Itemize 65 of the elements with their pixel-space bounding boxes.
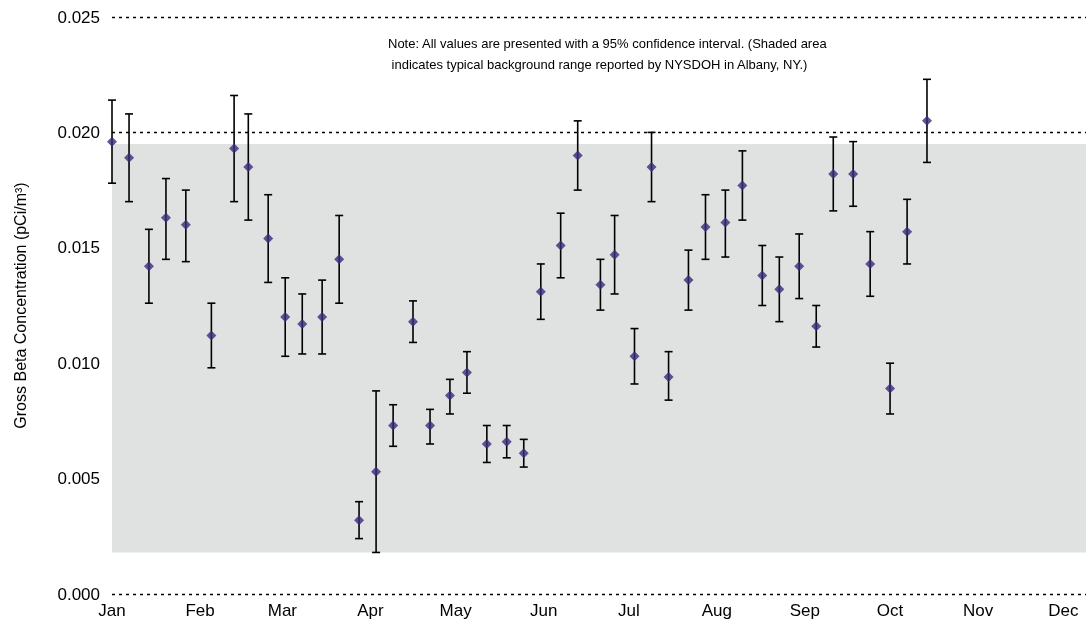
x-tick-label: Oct (876, 601, 904, 620)
point (143, 261, 154, 272)
point (794, 261, 805, 272)
point (263, 233, 274, 244)
y-tick-label: 0.005 (57, 469, 100, 489)
x-tick-label: Jun (529, 601, 558, 620)
point (461, 367, 472, 378)
point (646, 162, 657, 173)
point (501, 436, 512, 447)
point (297, 318, 308, 329)
x-tick-label: Apr (357, 601, 384, 620)
y-tick-label: 0.000 (57, 584, 100, 604)
point (774, 284, 785, 295)
y-tick-label: 0.025 (57, 7, 100, 27)
x-tick-label: Jul (617, 601, 640, 620)
y-axis-title: Gross Beta Concentration (pCi/m³) (11, 182, 29, 429)
point (481, 438, 492, 449)
point (180, 219, 191, 230)
y-tick-label: 0.015 (57, 238, 100, 258)
point (334, 254, 345, 265)
point (720, 217, 731, 228)
point (902, 226, 913, 237)
point (354, 515, 365, 526)
point (206, 330, 217, 341)
x-tick-label: Sep (789, 601, 820, 620)
x-tick-label: Mar (267, 601, 298, 620)
point (572, 150, 583, 161)
x-tick-label: May (439, 601, 473, 620)
point (609, 249, 620, 260)
point (425, 420, 436, 431)
point (229, 143, 240, 154)
x-tick-label: Feb (185, 601, 215, 620)
point (408, 316, 418, 327)
point (555, 240, 566, 251)
point (124, 152, 135, 163)
point (107, 136, 117, 147)
point (885, 383, 896, 394)
point (737, 180, 748, 191)
point (663, 372, 674, 383)
annotation: Note: All values are presented with a 95% confidence interval. (Shaded area indicates typical background range reported by NYSDOH in Albany, NY.) (388, 36, 828, 72)
point (388, 420, 399, 431)
y-tick-label: 0.010 (57, 353, 100, 373)
point (160, 212, 171, 223)
point (811, 321, 822, 332)
point (535, 286, 546, 297)
point (444, 390, 455, 401)
point (280, 312, 291, 323)
y-tick-label: 0.020 (57, 122, 100, 142)
point (757, 270, 768, 281)
x-tick-label: Aug (701, 601, 732, 620)
point (518, 448, 529, 459)
point (595, 279, 606, 290)
point (683, 275, 694, 286)
x-tick-label: Jan (98, 601, 126, 620)
x-tick-label: Nov (962, 601, 994, 620)
point (700, 222, 711, 233)
x-tick-label: Dec (1048, 601, 1079, 620)
point (317, 312, 328, 323)
point (848, 168, 859, 179)
point (865, 258, 876, 269)
point (921, 115, 932, 126)
point (828, 168, 839, 179)
point (371, 466, 382, 477)
point (243, 162, 254, 173)
point (629, 351, 640, 362)
